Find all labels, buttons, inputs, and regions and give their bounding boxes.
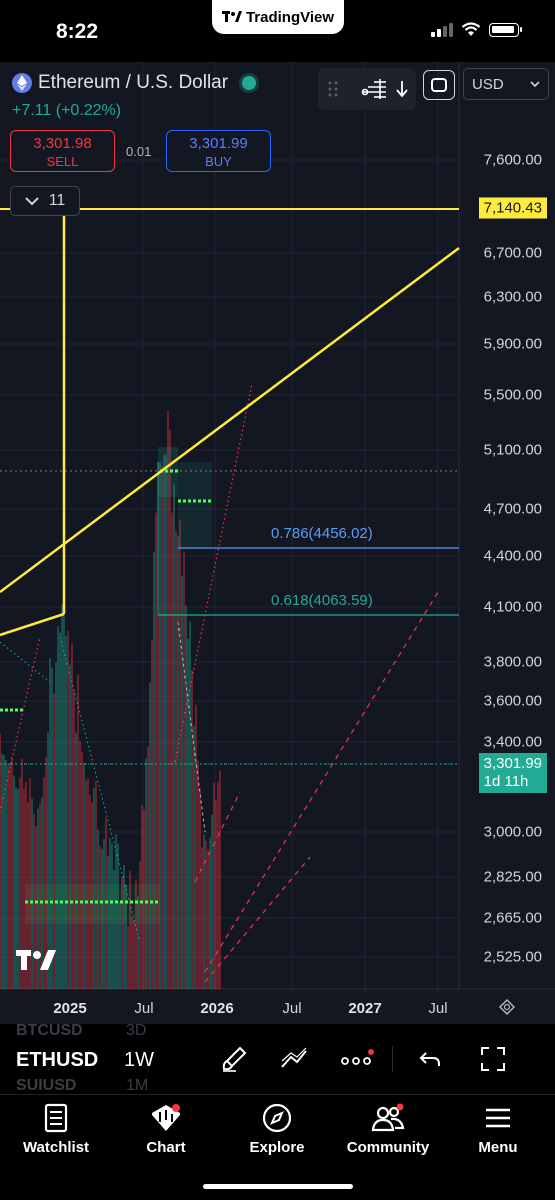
price-axis-label: 6,300.00: [484, 289, 542, 306]
app-pill-label: TradingView: [246, 9, 334, 26]
market-open-indicator: [242, 76, 256, 90]
app-pill[interactable]: TradingView: [212, 0, 344, 34]
price-axis-label: 4,100.00: [484, 599, 542, 616]
wifi-icon: [461, 22, 481, 37]
tradingview-logo-icon: [222, 11, 242, 23]
last-price: 3,301.99: [484, 755, 542, 773]
chart-settings-button[interactable]: [423, 70, 455, 100]
symbol-toolbar: BTCUSD 3D ETHUSD 1W SUIUSD 1M: [0, 1024, 555, 1094]
community-icon: [371, 1103, 405, 1133]
price-axis-label: 3,000.00: [484, 824, 542, 841]
ethereum-logo-icon: [12, 73, 32, 93]
chevron-down-icon: [25, 197, 39, 206]
last-price-tag[interactable]: 3,301.99 1d 11h: [479, 753, 547, 793]
currency-select[interactable]: USD: [463, 68, 549, 100]
status-bar: 8:22 TradingView: [0, 0, 555, 62]
more-dots-icon: [340, 1049, 374, 1069]
undo-icon: [419, 1050, 441, 1068]
alert-price-tag[interactable]: 7,140.43: [479, 198, 547, 219]
current-symbol[interactable]: ETHUSD: [16, 1049, 98, 1072]
sell-button[interactable]: 3,301.98 SELL: [10, 130, 115, 172]
spread-value: 0.01: [126, 144, 151, 159]
buy-price: 3,301.99: [167, 135, 270, 152]
more-tools-button[interactable]: [340, 1042, 374, 1076]
chart-area[interactable]: Ethereum / U.S. Dollar +7.11 (+0.22%) 3,…: [0, 62, 555, 1024]
price-axis-label: 2,525.00: [484, 949, 542, 966]
cellular-signal-icon: [431, 23, 453, 37]
arrow-down-icon[interactable]: [396, 80, 408, 98]
fib-level-label: 0.786(4456.02): [271, 525, 373, 542]
recent-interval: 1M: [126, 1077, 148, 1094]
status-time: 8:22: [56, 20, 98, 44]
menu-icon: [484, 1107, 512, 1129]
drag-handle-icon[interactable]: [328, 80, 338, 98]
price-axis-label: 4,400.00: [484, 548, 542, 565]
nav-item-community[interactable]: Community: [338, 1101, 438, 1156]
buy-label: BUY: [167, 154, 270, 169]
nav-label: Community: [338, 1139, 438, 1156]
rounded-square-icon: [430, 77, 448, 93]
time-axis-label: Jul: [134, 1000, 153, 1017]
brush-tool-button[interactable]: [217, 1042, 251, 1076]
nav-label: Menu: [448, 1139, 548, 1156]
price-chart[interactable]: [0, 62, 555, 1024]
symbol-title[interactable]: Ethereum / U.S. Dollar: [12, 72, 256, 94]
recent-interval: 3D: [126, 1024, 146, 1040]
nav-item-chart[interactable]: Chart: [116, 1101, 216, 1156]
symbol-name: Ethereum / U.S. Dollar: [38, 72, 228, 94]
watchlist-icon: [44, 1103, 68, 1133]
price-axis-label: 2,665.00: [484, 910, 542, 927]
fullscreen-icon: [480, 1046, 506, 1072]
bar-countdown: 1d 11h: [484, 773, 542, 791]
nav-item-explore[interactable]: Explore: [227, 1101, 327, 1156]
price-axis-label: 3,800.00: [484, 654, 542, 671]
nav-item-menu[interactable]: Menu: [448, 1101, 548, 1156]
recent-symbol[interactable]: BTCUSD: [16, 1024, 83, 1040]
nav-label: Explore: [227, 1139, 327, 1156]
trendline-tool-button[interactable]: [277, 1042, 311, 1076]
time-axis-label: 2027: [348, 1000, 381, 1017]
fullscreen-button[interactable]: [476, 1042, 510, 1076]
price-axis-label: 2,825.00: [484, 869, 542, 886]
price-axis-label: 4,700.00: [484, 501, 542, 518]
time-axis-label: 2025: [53, 1000, 86, 1017]
battery-icon: [489, 23, 519, 37]
nav-item-watchlist[interactable]: Watchlist: [6, 1101, 106, 1156]
indicators-count: 11: [49, 192, 66, 210]
time-axis-label: Jul: [282, 1000, 301, 1017]
toolbar-divider: [392, 1046, 393, 1072]
chart-icon: [150, 1103, 182, 1133]
sell-label: SELL: [11, 154, 114, 169]
fib-tool-icon[interactable]: [358, 78, 388, 100]
nav-label: Chart: [116, 1139, 216, 1156]
time-axis-label: Jul: [428, 1000, 447, 1017]
price-axis-label: 3,400.00: [484, 734, 542, 751]
price-axis-label: 3,600.00: [484, 693, 542, 710]
chevron-down-icon: [530, 81, 540, 87]
currency-value: USD: [472, 76, 504, 93]
recent-symbol[interactable]: SUIUSD: [16, 1077, 76, 1094]
nav-label: Watchlist: [6, 1139, 106, 1156]
brush-icon: [220, 1045, 248, 1073]
home-indicator: [203, 1184, 353, 1189]
trendline-icon: [279, 1047, 309, 1071]
price-change: +7.11 (+0.22%): [12, 102, 121, 120]
price-axis-label: 5,100.00: [484, 442, 542, 459]
price-axis-label: 5,500.00: [484, 387, 542, 404]
drawing-tool-group: [318, 68, 416, 110]
price-axis-label: 7,600.00: [484, 152, 542, 169]
time-axis-label: 2026: [200, 1000, 233, 1017]
compass-icon: [262, 1103, 292, 1133]
price-axis-label: 6,700.00: [484, 245, 542, 262]
undo-button[interactable]: [413, 1042, 447, 1076]
time-axis-settings-icon[interactable]: [500, 1000, 514, 1014]
current-interval[interactable]: 1W: [124, 1049, 154, 1072]
status-icons: [431, 22, 519, 37]
fib-level-label: 0.618(4063.59): [271, 592, 373, 609]
buy-button[interactable]: 3,301.99 BUY: [166, 130, 271, 172]
tradingview-watermark-icon[interactable]: [16, 950, 56, 972]
indicators-toggle-button[interactable]: 11: [10, 186, 80, 216]
price-axis-label: 5,900.00: [484, 336, 542, 353]
sell-price: 3,301.98: [11, 135, 114, 152]
